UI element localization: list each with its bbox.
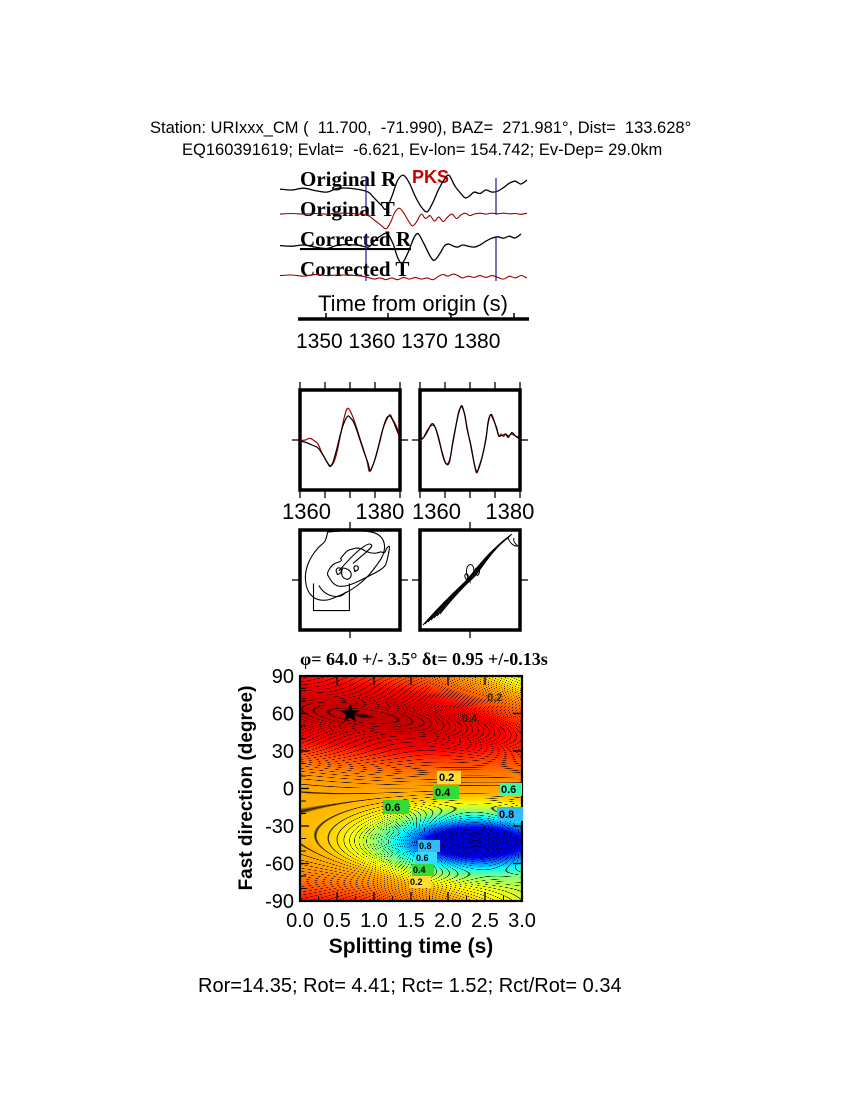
svg-text:1.0: 1.0 (360, 910, 388, 932)
svg-text:0.4: 0.4 (435, 787, 451, 799)
svg-text:0.8: 0.8 (419, 841, 432, 851)
svg-text:Splitting time (s): Splitting time (s) (329, 935, 494, 958)
svg-text:Fast direction (degree): Fast direction (degree) (236, 686, 257, 891)
svg-text:0.2: 0.2 (439, 772, 454, 784)
svg-text:0.5: 0.5 (323, 910, 351, 932)
svg-text:-60: -60 (265, 854, 294, 876)
svg-text:0.0: 0.0 (286, 910, 314, 932)
svg-text:0.8: 0.8 (499, 809, 514, 821)
svg-text:2.0: 2.0 (434, 910, 462, 932)
svg-text:-30: -30 (265, 816, 294, 838)
svg-text:1.5: 1.5 (397, 910, 425, 932)
svg-text:0: 0 (283, 779, 294, 801)
svg-text:0.4: 0.4 (462, 713, 478, 725)
svg-text:90: 90 (272, 666, 294, 688)
svg-text:0.6: 0.6 (501, 784, 516, 796)
svg-text:30: 30 (272, 741, 294, 763)
svg-text:0.6: 0.6 (416, 853, 429, 863)
svg-text:2.5: 2.5 (471, 910, 499, 932)
svg-text:0.6: 0.6 (385, 802, 400, 814)
svg-text:★: ★ (338, 698, 361, 728)
svg-text:0.2: 0.2 (487, 692, 502, 704)
svg-text:60: 60 (272, 704, 294, 726)
svg-text:0.4: 0.4 (413, 865, 426, 875)
svg-text:3.0: 3.0 (508, 910, 536, 932)
svg-text:0.2: 0.2 (410, 877, 423, 887)
